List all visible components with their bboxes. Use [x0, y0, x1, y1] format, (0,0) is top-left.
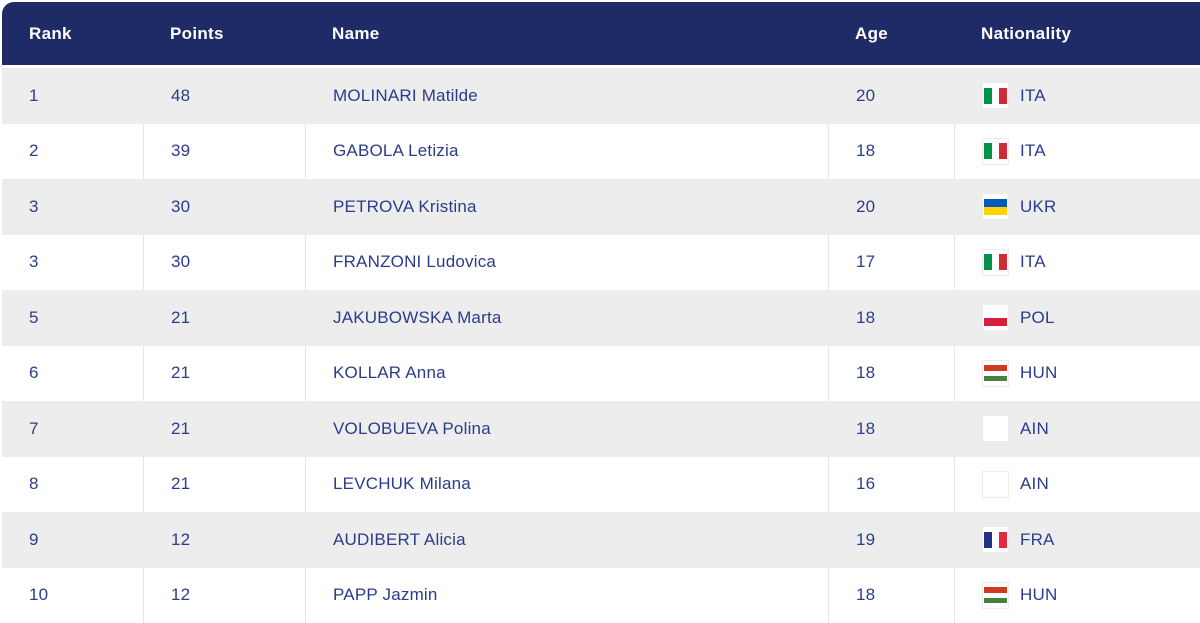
rank-cell: 3 [2, 179, 143, 235]
flag-ita-icon [982, 82, 1009, 109]
points-cell: 21 [143, 457, 305, 513]
age-cell: 18 [828, 124, 954, 180]
points-cell: 30 [143, 179, 305, 235]
name-cell: VOLOBUEVA Polina [305, 401, 828, 457]
rank-cell: 2 [2, 124, 143, 180]
column-header-rank: Rank [2, 2, 143, 65]
rank-cell: 7 [2, 401, 143, 457]
points-cell: 21 [143, 401, 305, 457]
nationality-cell: ITA [954, 124, 1200, 180]
rank-cell: 5 [2, 290, 143, 346]
age-cell: 16 [828, 457, 954, 513]
flag-ita-icon [982, 138, 1009, 165]
name-cell: FRANZONI Ludovica [305, 235, 828, 291]
flag-ita-icon [982, 249, 1009, 276]
points-cell: 12 [143, 568, 305, 623]
nationality-code: UKR [1020, 197, 1057, 217]
nationality-code: HUN [1020, 363, 1057, 383]
name-cell: KOLLAR Anna [305, 346, 828, 402]
name-cell: JAKUBOWSKA Marta [305, 290, 828, 346]
column-header-name: Name [305, 2, 828, 65]
points-cell: 39 [143, 124, 305, 180]
name-cell: MOLINARI Matilde [305, 68, 828, 124]
column-header-age: Age [828, 2, 954, 65]
name-cell: AUDIBERT Alicia [305, 512, 828, 568]
nationality-code: ITA [1020, 86, 1046, 106]
nationality-code: ITA [1020, 252, 1046, 272]
age-cell: 17 [828, 235, 954, 291]
nationality-code: FRA [1020, 530, 1055, 550]
age-cell: 18 [828, 401, 954, 457]
flag-hun-icon [982, 360, 1009, 387]
flag-ain-icon [982, 471, 1009, 498]
rank-cell: 3 [2, 235, 143, 291]
nationality-code: AIN [1020, 419, 1049, 439]
nationality-code: ITA [1020, 141, 1046, 161]
nationality-cell: ITA [954, 235, 1200, 291]
age-cell: 19 [828, 512, 954, 568]
points-cell: 30 [143, 235, 305, 291]
nationality-code: AIN [1020, 474, 1049, 494]
flag-pol-icon [982, 304, 1009, 331]
nationality-cell: ITA [954, 68, 1200, 124]
name-cell: LEVCHUK Milana [305, 457, 828, 513]
flag-ukr-icon [982, 193, 1009, 220]
name-cell: PETROVA Kristina [305, 179, 828, 235]
age-cell: 20 [828, 68, 954, 124]
nationality-cell: AIN [954, 401, 1200, 457]
column-header-points: Points [143, 2, 305, 65]
age-cell: 20 [828, 179, 954, 235]
nationality-code: POL [1020, 308, 1055, 328]
name-cell: PAPP Jazmin [305, 568, 828, 623]
nationality-cell: POL [954, 290, 1200, 346]
age-cell: 18 [828, 568, 954, 623]
table-header-row: Rank Points Name Age Nationality [2, 2, 1200, 65]
points-cell: 21 [143, 290, 305, 346]
points-cell: 12 [143, 512, 305, 568]
points-cell: 48 [143, 68, 305, 124]
points-cell: 21 [143, 346, 305, 402]
rank-cell: 10 [2, 568, 143, 623]
nationality-cell: AIN [954, 457, 1200, 513]
nationality-cell: UKR [954, 179, 1200, 235]
name-cell: GABOLA Letizia [305, 124, 828, 180]
nationality-cell: HUN [954, 568, 1200, 623]
flag-fra-icon [982, 526, 1009, 553]
rank-cell: 1 [2, 68, 143, 124]
age-cell: 18 [828, 346, 954, 402]
rank-cell: 8 [2, 457, 143, 513]
age-cell: 18 [828, 290, 954, 346]
flag-hun-icon [982, 582, 1009, 609]
nationality-cell: FRA [954, 512, 1200, 568]
rank-cell: 6 [2, 346, 143, 402]
flag-ain-icon [982, 415, 1009, 442]
nationality-code: HUN [1020, 585, 1057, 605]
rank-cell: 9 [2, 512, 143, 568]
nationality-cell: HUN [954, 346, 1200, 402]
column-header-nationality: Nationality [954, 2, 1200, 65]
